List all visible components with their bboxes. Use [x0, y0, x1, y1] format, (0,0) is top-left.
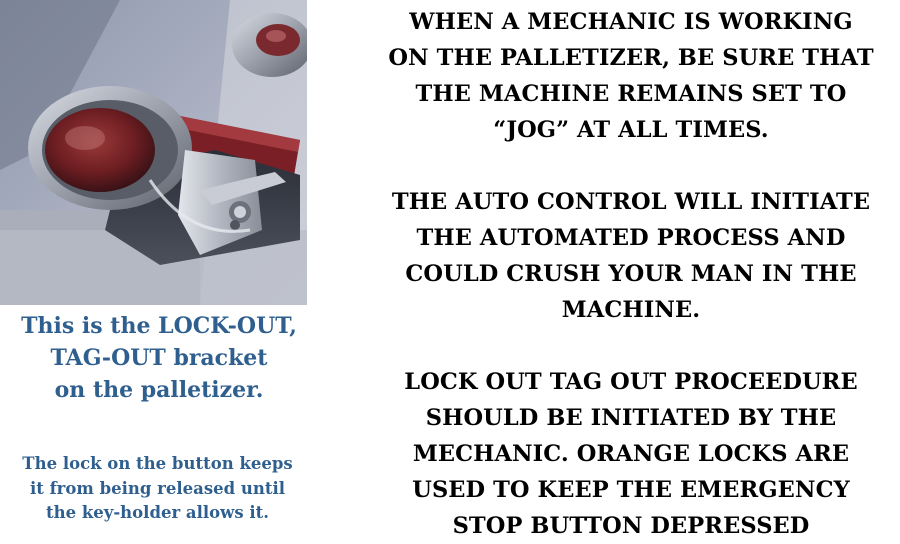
lockout-bracket-photo — [0, 0, 307, 305]
caption-heading: This is the LOCK-OUT, TAG-OUT bracket on… — [21, 313, 297, 403]
caption-detail: The lock on the button keeps it from bei… — [22, 454, 293, 522]
notice-auto-control-warning: THE AUTO CONTROL WILL INITIATE THE AUTOM… — [391, 189, 871, 323]
notice-jog-setting: WHEN A MECHANIC IS WORKING ON THE PALLET… — [388, 9, 874, 143]
notice-lockout-procedure: LOCK OUT TAG OUT PROCEEDURE SHOULD BE IN… — [404, 369, 858, 539]
